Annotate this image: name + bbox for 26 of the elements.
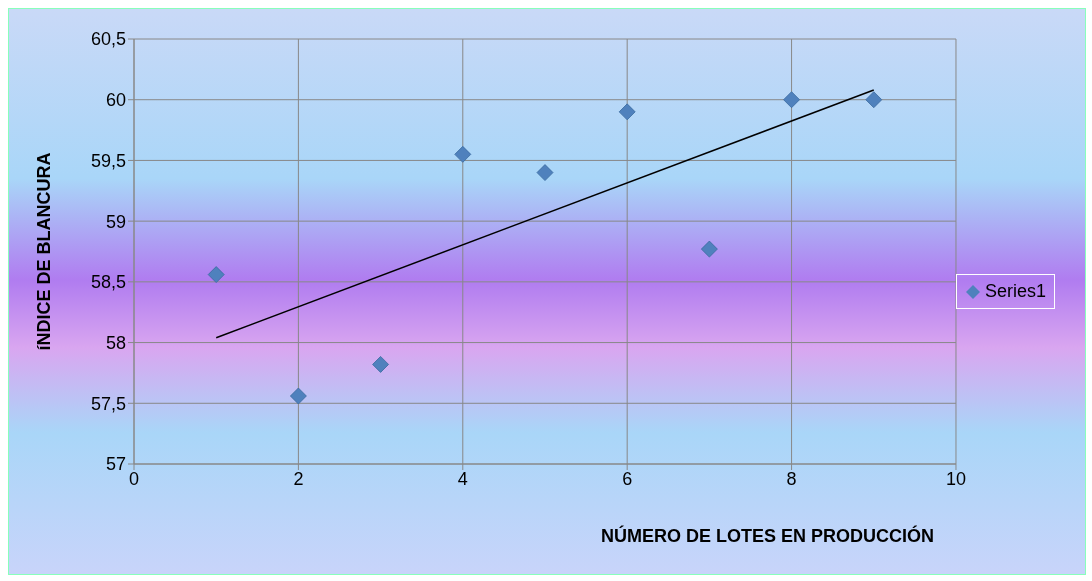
point	[618, 103, 636, 121]
x-tick-label: 0	[128, 468, 140, 489]
y-tick-label: 60	[105, 90, 126, 111]
point	[700, 240, 718, 258]
y-tick-label: 57	[105, 454, 126, 475]
x-tick-label: 6	[622, 468, 633, 489]
point	[865, 91, 883, 109]
y-tick-label: 58	[105, 332, 126, 353]
y-tick-label: 59	[105, 211, 126, 232]
point	[536, 164, 554, 181]
point	[289, 387, 307, 405]
y-axis-title: íNDICE DE BLANCURA	[34, 152, 55, 351]
point	[783, 91, 800, 109]
y-tick-label: 58,5	[90, 272, 126, 293]
x-tick-label: 8	[786, 468, 797, 489]
y-tick-label: 57,5	[90, 393, 126, 414]
legend-label: Series1	[984, 281, 1046, 302]
point	[207, 266, 225, 283]
y-tick-label: 60,5	[90, 29, 126, 50]
x-tick-label: 4	[457, 468, 468, 489]
x-tick-label: 10	[945, 468, 966, 489]
x-tick-label: 2	[293, 468, 304, 489]
point	[454, 145, 472, 163]
point	[372, 356, 389, 373]
x-axis-title: NÚMERO DE LOTES EN PRODUCCIÓN	[600, 525, 934, 546]
y-tick-label: 59,5	[90, 150, 126, 171]
